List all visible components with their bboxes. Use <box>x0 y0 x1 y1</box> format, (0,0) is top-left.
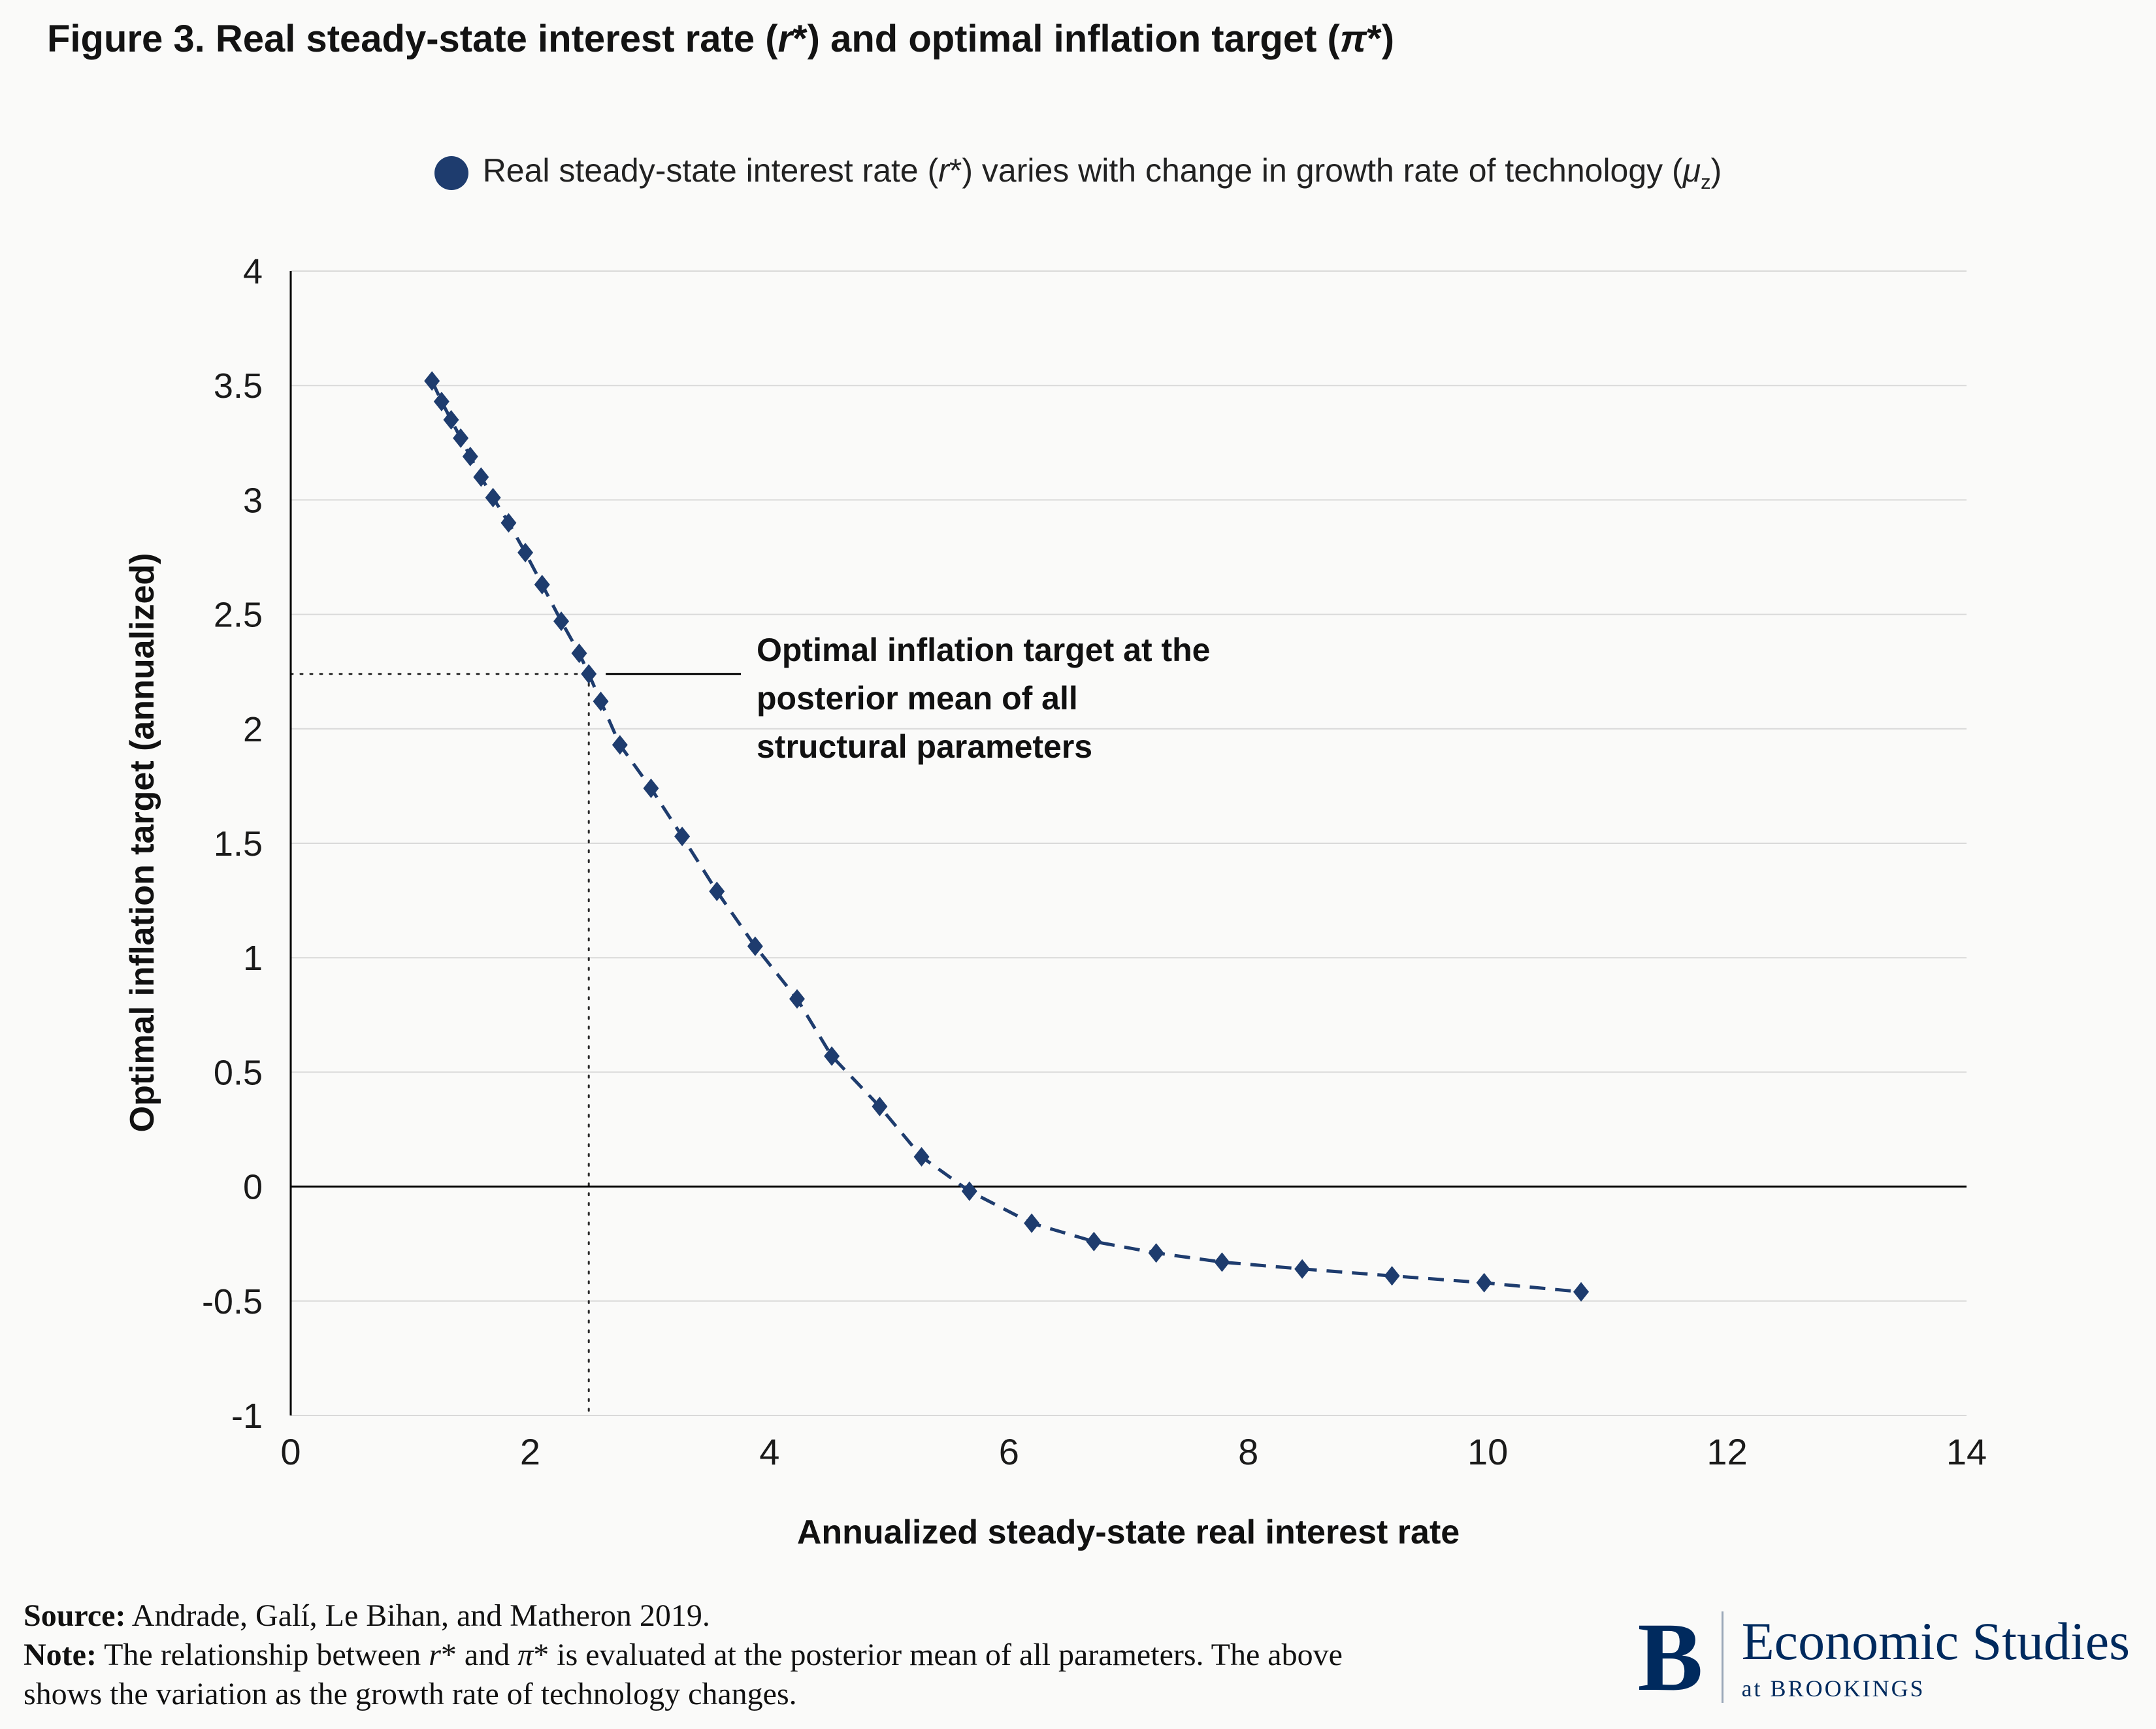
logo-name: Economic Studies <box>1741 1611 2130 1671</box>
brookings-logo: B Economic Studies at BROOKINGS <box>1638 1608 2130 1706</box>
svg-text:2.5: 2.5 <box>214 596 263 635</box>
svg-text:3.5: 3.5 <box>214 366 263 406</box>
svg-text:4: 4 <box>759 1431 779 1472</box>
legend-marker-icon <box>434 155 468 190</box>
chart-legend: Real steady-state interest rate (r*) var… <box>0 152 2156 194</box>
brookings-b-icon: B <box>1637 1603 1703 1711</box>
y-axis-title: Optimal inflation target (annualized) <box>123 553 161 1133</box>
tick-labels: 4 3.5 3 2.5 2 1.5 1 0.5 0 -0.5 -1 0 2 4 6 8 10 12 14 <box>202 252 1987 1472</box>
svg-text:-0.5: -0.5 <box>202 1282 263 1321</box>
logo-divider <box>1721 1611 1723 1703</box>
svg-text:2: 2 <box>520 1431 540 1472</box>
svg-text:14: 14 <box>1946 1431 1987 1472</box>
x-axis-title: Annualized steady-state real interest ra… <box>796 1513 1460 1551</box>
note-line: Note: The relationship between r* and π*… <box>24 1638 1343 1711</box>
svg-text:2: 2 <box>243 710 263 749</box>
gridlines <box>291 270 1967 1416</box>
legend-label: Real steady-state interest rate (r*) var… <box>482 152 1722 193</box>
reference-lines <box>289 673 590 1417</box>
logo-tagline: at BROOKINGS <box>1741 1675 1925 1702</box>
series-markers <box>424 371 1590 1302</box>
svg-text:8: 8 <box>1238 1431 1258 1472</box>
svg-text:12: 12 <box>1707 1431 1747 1472</box>
logo-text: Economic Studies at BROOKINGS <box>1742 1612 2130 1702</box>
figure-title: Figure 3. Real steady-state interest rat… <box>47 18 1395 60</box>
series-line <box>430 380 1582 1294</box>
svg-text:1.5: 1.5 <box>214 824 263 864</box>
svg-text:4: 4 <box>243 252 263 291</box>
svg-text:10: 10 <box>1467 1431 1508 1472</box>
svg-text:1: 1 <box>243 939 263 978</box>
svg-text:3: 3 <box>243 481 263 520</box>
svg-text:0.5: 0.5 <box>214 1053 263 1092</box>
footer-notes: Source: Andrade, Galí, Le Bihan, and Mat… <box>24 1596 1356 1714</box>
source-line: Source: Andrade, Galí, Le Bihan, and Mat… <box>24 1598 710 1633</box>
chart-annotation: Optimal inflation target at the posterio… <box>757 632 1211 765</box>
svg-text:6: 6 <box>999 1431 1019 1472</box>
svg-text:0: 0 <box>243 1168 263 1207</box>
svg-text:-1: -1 <box>231 1397 263 1436</box>
svg-text:0: 0 <box>280 1431 301 1472</box>
